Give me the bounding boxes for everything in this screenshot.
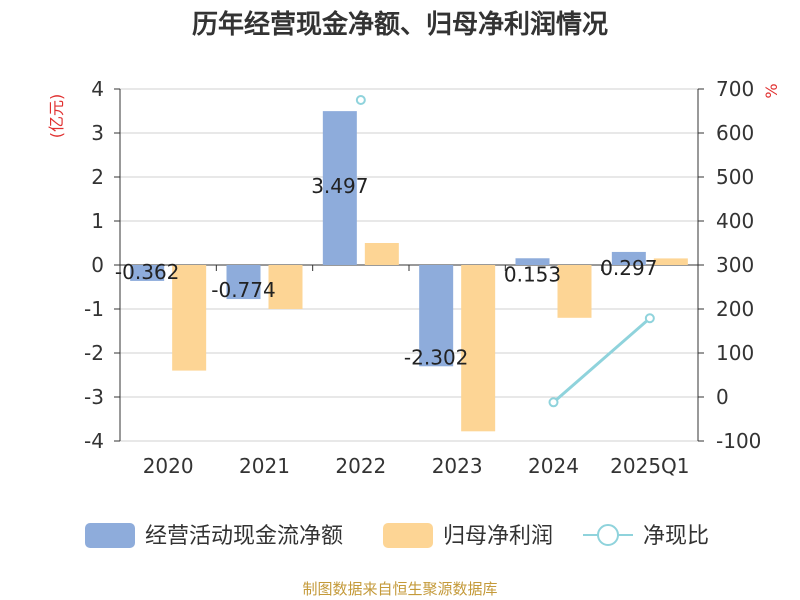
bar-cash-flow xyxy=(515,258,550,265)
data-label: 0.297 xyxy=(600,256,657,280)
legend-label-net-profit: 归母净利润 xyxy=(443,524,553,549)
y-right-tick-label: 500 xyxy=(716,165,754,189)
x-tick-label: 2023 xyxy=(432,454,483,478)
data-label: 0.153 xyxy=(504,262,561,286)
ratio-point xyxy=(355,95,366,105)
bar-cash-flow xyxy=(322,111,357,265)
y-left-tick-label: 2 xyxy=(91,165,104,189)
y-right-tick-label: 600 xyxy=(716,121,754,145)
y-left-tick-label: 3 xyxy=(91,121,104,145)
y-left-tick-label: -3 xyxy=(84,385,104,409)
y-right-unit-label: % xyxy=(762,83,781,98)
legend-marker-ratio xyxy=(597,524,619,546)
data-label: -0.774 xyxy=(211,278,275,302)
y-left-tick-label: 4 xyxy=(91,77,104,101)
x-tick-label: 2022 xyxy=(335,454,386,478)
legend-swatch-net-profit xyxy=(383,523,433,548)
y-right-tick-label: 700 xyxy=(716,77,754,101)
ratio-point xyxy=(548,397,559,408)
bar-cash-flow xyxy=(226,265,261,300)
bar-net-profit xyxy=(653,258,688,265)
chart-title: 历年经营现金净额、归母净利润情况 xyxy=(191,10,608,40)
y-left-tick-label: 1 xyxy=(91,209,104,233)
y-left-tick-label: -2 xyxy=(84,341,104,365)
y-right-tick-label: 300 xyxy=(716,253,754,277)
data-label: 3.497 xyxy=(311,174,368,198)
legend-label-cash-flow: 经营活动现金流净额 xyxy=(145,524,343,549)
source-note: 制图数据来自恒生聚源数据库 xyxy=(302,580,498,598)
y-left-tick-label: 0 xyxy=(91,253,104,277)
bar-net-profit xyxy=(461,265,496,432)
ratio-line xyxy=(552,317,651,404)
y-right-tick-label: 200 xyxy=(716,297,754,321)
y-right-tick-label: 400 xyxy=(716,209,754,233)
data-label: -2.302 xyxy=(404,345,468,369)
legend-label-ratio: 净现比 xyxy=(643,524,709,549)
bar-net-profit xyxy=(557,265,592,318)
bar-cash-flow xyxy=(130,265,165,281)
bar-net-profit xyxy=(364,243,399,265)
x-tick-label: 2020 xyxy=(143,454,194,478)
y-right-tick-label: 100 xyxy=(716,341,754,365)
x-tick-label: 2024 xyxy=(528,454,579,478)
y-left-tick-label: -4 xyxy=(84,429,104,453)
y-left-unit-label: (亿元) xyxy=(47,94,66,139)
x-tick-label: 2025Q1 xyxy=(610,454,689,478)
x-tick-label: 2021 xyxy=(239,454,290,478)
bar-cash-flow xyxy=(419,265,454,367)
bar-cash-flow xyxy=(611,251,646,265)
y-right-tick-label: 0 xyxy=(716,385,729,409)
data-label: -0.362 xyxy=(115,260,179,284)
bar-net-profit xyxy=(268,265,303,309)
y-left-tick-label: -1 xyxy=(84,297,104,321)
y-right-tick-label: -100 xyxy=(716,429,761,453)
legend-swatch-cash-flow xyxy=(85,523,135,548)
bar-net-profit xyxy=(172,265,207,371)
ratio-point xyxy=(644,313,655,324)
